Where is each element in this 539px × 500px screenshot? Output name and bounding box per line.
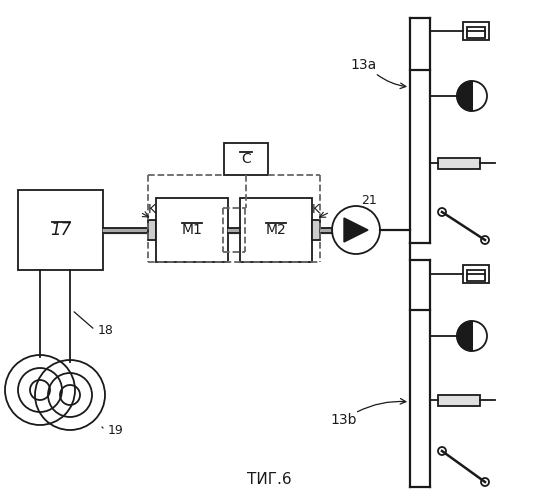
Text: 21: 21	[361, 194, 377, 206]
Bar	[463, 265, 489, 283]
Text: 17: 17	[50, 221, 71, 239]
Bar	[467, 31, 485, 38]
Bar	[224, 143, 268, 175]
Text: 19: 19	[108, 424, 124, 436]
Text: K: K	[312, 203, 320, 216]
Bar	[438, 158, 480, 168]
Text: M1: M1	[182, 223, 203, 237]
Text: 13a: 13a	[350, 58, 376, 72]
Bar	[467, 27, 485, 36]
Polygon shape	[344, 218, 368, 242]
Text: ΤИГ.6: ΤИГ.6	[247, 472, 291, 488]
Text: 18: 18	[98, 324, 114, 336]
Bar	[438, 394, 480, 406]
Bar	[463, 22, 489, 40]
Polygon shape	[457, 321, 472, 351]
Polygon shape	[457, 81, 472, 111]
Text: K: K	[148, 203, 156, 216]
Bar	[467, 270, 485, 279]
Bar	[312, 220, 320, 240]
Bar	[148, 220, 156, 240]
Bar	[240, 198, 312, 262]
Text: M2: M2	[266, 223, 286, 237]
Bar	[156, 198, 228, 262]
Bar	[18, 190, 103, 270]
Bar	[467, 274, 485, 281]
Text: C: C	[241, 152, 251, 166]
Text: 13b: 13b	[330, 413, 356, 427]
